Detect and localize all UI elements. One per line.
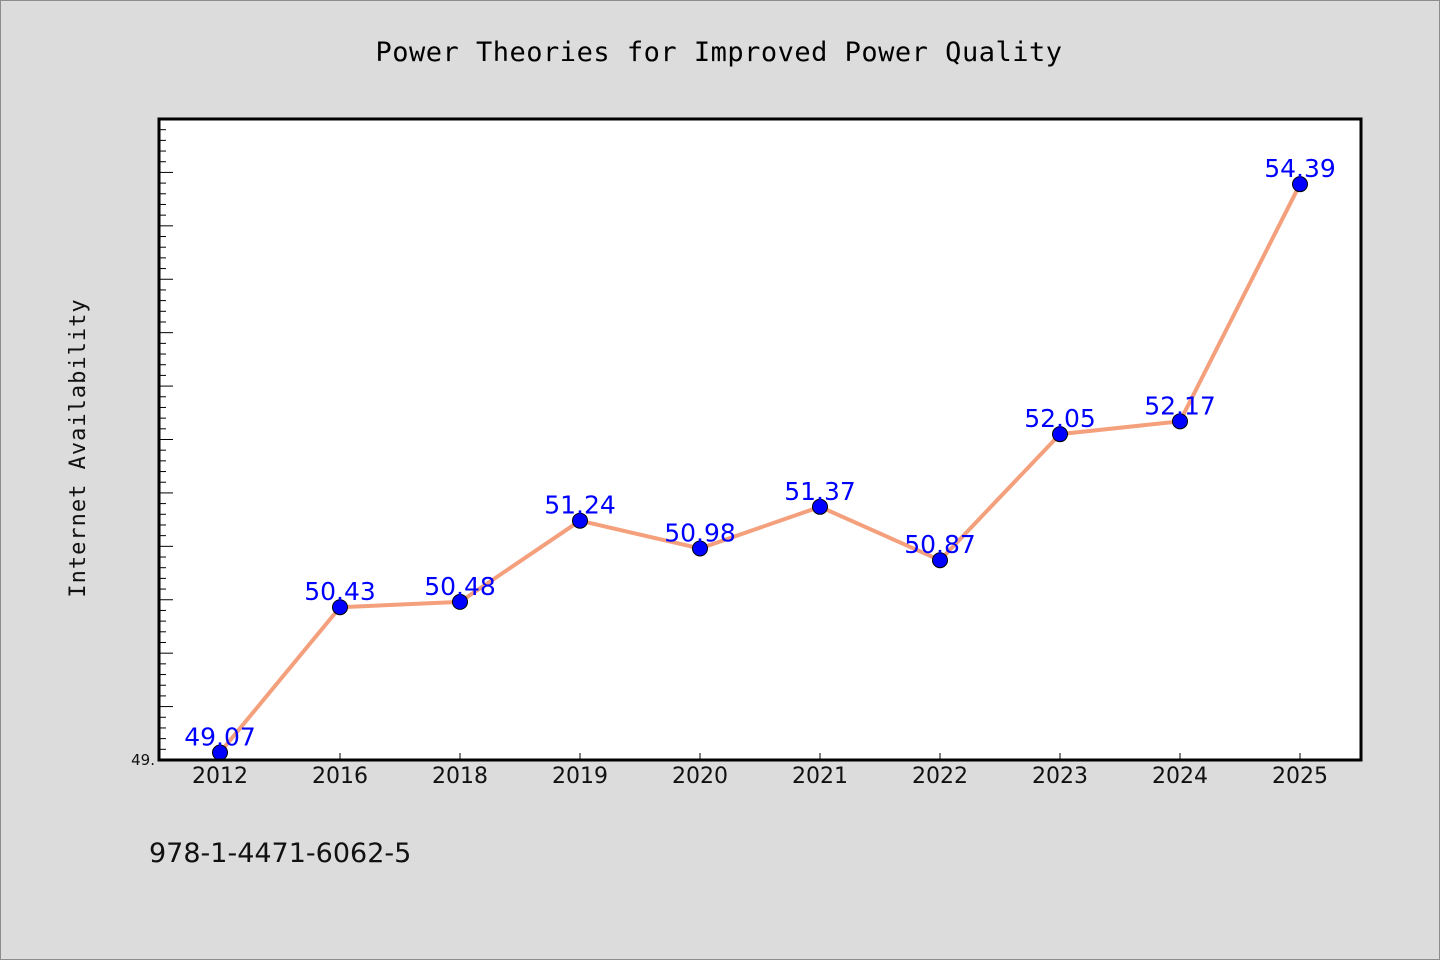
data-label: 51.37: [784, 477, 856, 506]
x-tick-label: 2019: [552, 764, 608, 789]
data-label: 52.17: [1144, 391, 1216, 420]
data-point-marker: [332, 599, 348, 616]
x-tick-label: 2020: [672, 764, 728, 789]
data-point-marker: [932, 552, 948, 569]
series-line-group: [218, 182, 1302, 755]
x-tick-label: 2018: [432, 764, 488, 789]
data-point-marker: [1052, 426, 1068, 443]
data-label: 50.87: [904, 530, 976, 559]
data-point-marker: [1172, 413, 1188, 430]
chart-title: Power Theories for Improved Power Qualit…: [376, 37, 1063, 68]
data-point-marker: [1292, 176, 1308, 193]
x-tick-label: 2024: [1152, 764, 1208, 789]
data-markers: [212, 176, 1308, 761]
y-tick-label: 49.: [131, 751, 155, 769]
x-tick-label: 2022: [912, 764, 968, 789]
data-label: 50.43: [304, 577, 376, 606]
plot-border: [157, 117, 1363, 762]
data-labels: 49.07 50.43 50.48 51.24 50.98 51.37 50.87 52.05…: [184, 154, 1336, 751]
data-label: 49.07: [184, 723, 256, 752]
data-label: 50.98: [664, 518, 736, 547]
data-label: 54.39: [1264, 154, 1336, 183]
x-tick-label: 2016: [312, 764, 368, 789]
x-tick-label: 2025: [1272, 764, 1328, 789]
plot-area: [159, 119, 1361, 760]
y-axis-tick-labels: 49.: [131, 751, 155, 769]
footnote-isbn: 978-1-4471-6062-5: [149, 838, 411, 869]
data-point-marker: [452, 593, 468, 610]
data-label: 52.05: [1024, 404, 1096, 433]
x-axis-tick-labels: 2012 2016 2018 2019 2020 2021 2022 2023 2024 2025: [192, 764, 1328, 789]
data-point-marker: [572, 512, 588, 529]
data-point-marker: [812, 498, 828, 515]
data-point-marker: [692, 540, 708, 557]
x-tick-label: 2021: [792, 764, 848, 789]
x-tick-label: 2012: [192, 764, 248, 789]
series-line: [218, 182, 1302, 755]
data-label: 51.24: [544, 491, 616, 520]
y-axis-label: Internet Availability: [66, 298, 91, 597]
data-label: 50.48: [424, 572, 496, 601]
x-tick-label: 2023: [1032, 764, 1088, 789]
